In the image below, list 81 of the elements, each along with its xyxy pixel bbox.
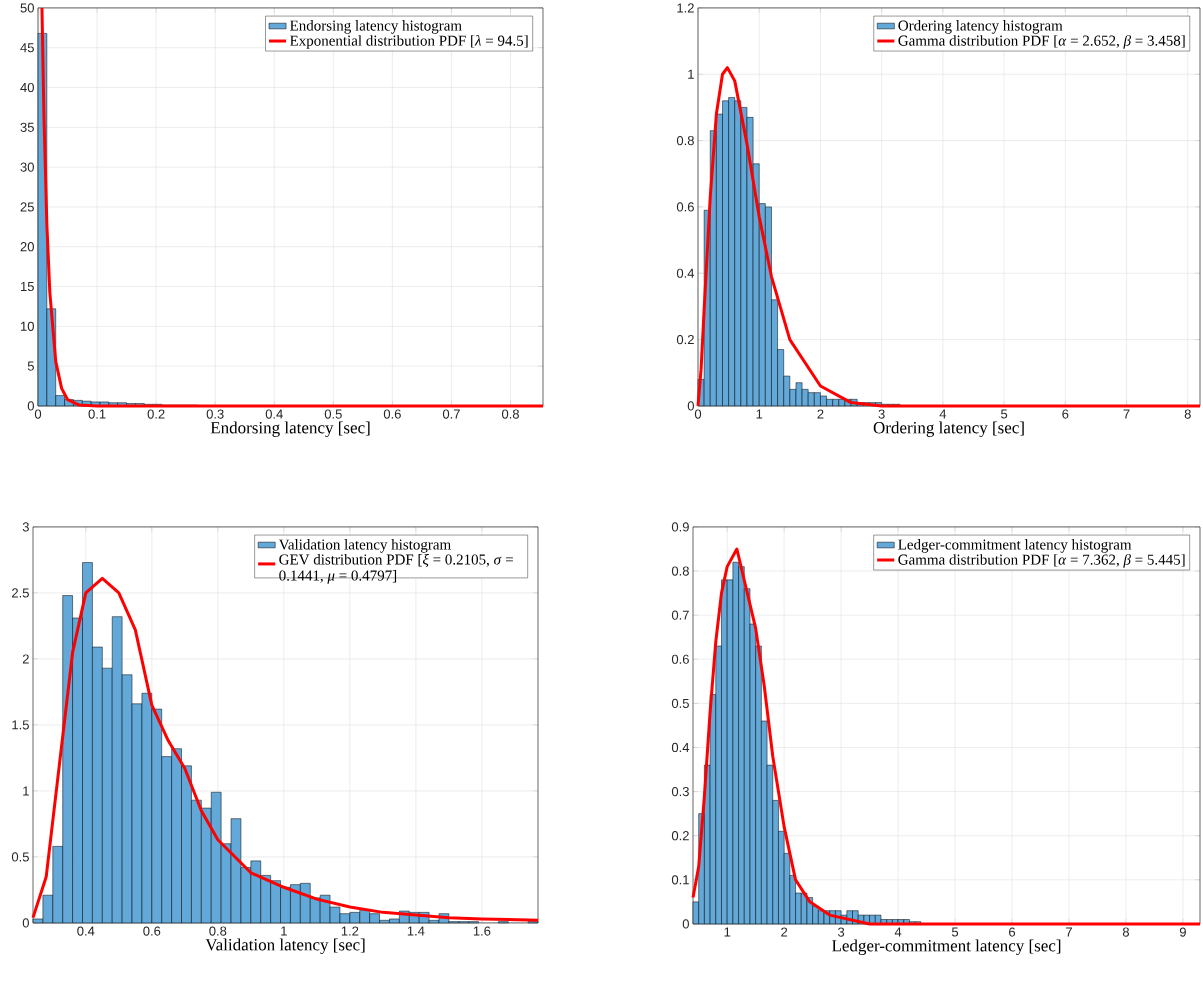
y-tick-label: 45 — [20, 43, 34, 53]
x-tick-label: 0.4 — [77, 926, 95, 936]
legend-label: Validation latency histogram — [278, 539, 451, 553]
x-tick-label: 4 — [939, 409, 947, 419]
x-tick-label: 1 — [756, 409, 763, 419]
x-tick-label: 5 — [951, 927, 959, 937]
x-tick-label: 0.6 — [383, 409, 401, 419]
x-tick-label: 0.8 — [209, 926, 227, 936]
x-axis-title: Ordering latency [sec] — [873, 421, 1024, 438]
x-axis-title: Ledger-commitment latency [sec] — [831, 939, 1061, 956]
x-tick-label: 5 — [1001, 409, 1008, 419]
y-tick-label: 5 — [27, 361, 34, 371]
x-tick-label: 2 — [781, 927, 788, 937]
y-tick-label: 15 — [20, 282, 34, 292]
y-tick-label: 1 — [23, 786, 29, 796]
y-tick-label: 25 — [20, 202, 34, 212]
y-tick-label: 0 — [27, 401, 34, 411]
x-tick-label: 7 — [1123, 409, 1130, 419]
y-tick-label: 0 — [22, 918, 29, 928]
y-tick-label: 0.1 — [671, 875, 689, 885]
x-tick-label: 0.7 — [442, 409, 460, 419]
x-tick-label: 0 — [694, 409, 702, 419]
legend-label: Ordering latency histogram — [898, 20, 1063, 34]
x-tick-label: 1 — [281, 926, 287, 936]
legend-label: Ledger-commitment latency histogram — [898, 539, 1132, 553]
y-tick-label: 0.6 — [676, 202, 694, 212]
x-tick-label: 8 — [1184, 409, 1191, 419]
x-tick-label: 1.2 — [341, 926, 359, 936]
y-tick-label: 0.5 — [11, 852, 29, 862]
legend-label: Exponential distribution PDF [λ = 94.5] — [290, 35, 528, 49]
x-tick-label: 0.1 — [88, 409, 106, 419]
y-tick-label: 2.5 — [12, 588, 29, 598]
x-tick-label: 0.8 — [501, 409, 519, 419]
x-tick-label: 6 — [1062, 409, 1069, 419]
x-axis-title: Validation latency [sec] — [205, 938, 365, 955]
legend-label: Gamma distribution PDF [α = 2.652, β = 3.458] — [898, 35, 1185, 49]
x-tick-label: 3 — [878, 409, 885, 419]
x-tick-label: 6 — [1009, 927, 1016, 937]
y-tick-label: 10 — [20, 321, 34, 331]
x-tick-label: 0 — [34, 409, 42, 419]
legend-label: Endorsing latency histogram — [290, 20, 462, 34]
y-tick-label: 2 — [22, 654, 29, 664]
y-tick-label: 0.5 — [671, 698, 689, 708]
y-tick-label: 0.4 — [676, 268, 695, 278]
y-tick-label: 3 — [22, 522, 29, 532]
y-tick-label: 0.6 — [671, 654, 689, 664]
x-tick-label: 0.6 — [143, 926, 161, 936]
y-tick-label: 0.8 — [676, 136, 694, 146]
y-tick-label: 0 — [687, 401, 694, 411]
legend-label: Gamma distribution PDF [α = 7.362, β = 5.445] — [898, 554, 1185, 568]
x-tick-label: 0.4 — [265, 409, 283, 419]
text: GEV distribution PDF [ξ = 0.2105, σ = 0.1441, μ = 0.4797] — [279, 553, 513, 584]
y-tick-label: 1 — [688, 69, 694, 79]
y-tick-label: 0.9 — [671, 522, 689, 532]
y-tick-label: 50 — [20, 3, 34, 13]
x-tick-label: 1 — [724, 927, 731, 937]
x-tick-label: 0.3 — [206, 409, 224, 419]
x-tick-label: 1.6 — [473, 926, 491, 936]
y-tick-label: 30 — [20, 162, 34, 172]
x-tick-label: 8 — [1122, 927, 1129, 937]
x-tick-label: 9 — [1179, 927, 1186, 937]
x-tick-label: 4 — [894, 927, 902, 937]
y-tick-label: 0.4 — [671, 742, 690, 753]
x-tick-label: 7 — [1066, 927, 1072, 937]
y-tick-label: 0.2 — [671, 831, 689, 841]
x-tick-label: 0.5 — [324, 409, 342, 419]
y-tick-label: 1.5 — [12, 720, 29, 730]
y-tick-label: 40 — [20, 82, 34, 93]
y-tick-label: 0.8 — [671, 566, 689, 576]
x-tick-label: 2 — [817, 409, 824, 419]
y-tick-label: 0.2 — [676, 335, 694, 345]
x-tick-label: 3 — [838, 927, 845, 937]
y-tick-label: 20 — [20, 242, 34, 252]
y-tick-label: 35 — [20, 122, 34, 132]
x-tick-label: 1.4 — [407, 926, 425, 936]
x-tick-label: 0.2 — [147, 409, 165, 419]
x-axis-title: Endorsing latency [sec] — [210, 421, 370, 438]
y-tick-label: 0 — [682, 919, 689, 929]
y-tick-label: 1.2 — [677, 3, 694, 13]
y-tick-label: 0.3 — [671, 787, 689, 797]
y-tick-label: 0.7 — [671, 610, 689, 620]
